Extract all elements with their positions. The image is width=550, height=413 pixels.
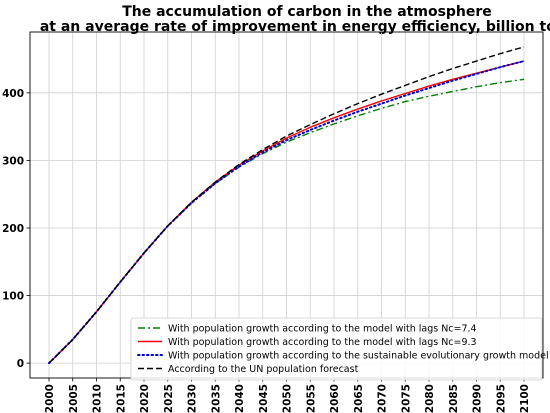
y-tick-labels: 0 100 200 300 400 bbox=[2, 88, 24, 370]
x-tick-label: 2075 bbox=[400, 384, 412, 413]
x-tick-labels: 2000 2005 2010 2015 2020 2025 2030 2035 2040 2045… bbox=[44, 384, 531, 413]
x-tick-label: 2080 bbox=[424, 384, 436, 413]
x-tick-label: 2055 bbox=[305, 384, 317, 413]
x-tick-label: 2045 bbox=[258, 384, 270, 413]
x-tick-label: 2060 bbox=[329, 384, 341, 413]
x-tick-label: 2010 bbox=[92, 384, 104, 413]
legend-label-4: According to the UN population forecast bbox=[168, 364, 359, 375]
x-tick-label: 2025 bbox=[163, 384, 175, 413]
legend-label-1: With population growth according to the … bbox=[168, 324, 477, 335]
y-tick-label: 0 bbox=[17, 358, 24, 370]
x-tick-label: 2085 bbox=[448, 384, 460, 413]
x-tick-label: 2015 bbox=[115, 384, 127, 413]
chart-title-line-1: The accumulation of carbon in the atmosp… bbox=[122, 4, 492, 20]
x-tick-label: 2090 bbox=[472, 384, 484, 413]
y-tick-label: 400 bbox=[2, 88, 24, 100]
x-tick-label: 2095 bbox=[495, 384, 507, 413]
x-tick-label: 2050 bbox=[282, 384, 294, 413]
x-tick-label: 2065 bbox=[353, 384, 365, 413]
legend-label-3: With population growth according to the … bbox=[168, 351, 549, 362]
x-tick-label: 2030 bbox=[187, 384, 199, 413]
x-tick-label: 2040 bbox=[234, 384, 246, 413]
x-tick-label: 2070 bbox=[377, 384, 389, 413]
legend: With population growth according to the … bbox=[130, 317, 549, 381]
y-tick-label: 100 bbox=[2, 291, 24, 303]
series-lines bbox=[48, 46, 525, 365]
x-tick-label: 2005 bbox=[68, 384, 80, 413]
series-line-4 bbox=[48, 46, 525, 364]
y-tick-label: 200 bbox=[2, 223, 24, 235]
y-tick-label: 300 bbox=[2, 155, 24, 167]
legend-box bbox=[130, 317, 543, 381]
x-tick-label: 2020 bbox=[139, 384, 151, 413]
x-tick-label: 2000 bbox=[44, 384, 56, 413]
chart-title-line-2: at an average rate of improvement in ene… bbox=[40, 19, 550, 35]
x-tick-label: 2035 bbox=[210, 384, 222, 413]
chart-title: The accumulation of carbon in the atmosp… bbox=[40, 4, 550, 35]
legend-label-2: With population growth according to the … bbox=[168, 337, 477, 348]
x-tick-label: 2100 bbox=[519, 384, 531, 413]
